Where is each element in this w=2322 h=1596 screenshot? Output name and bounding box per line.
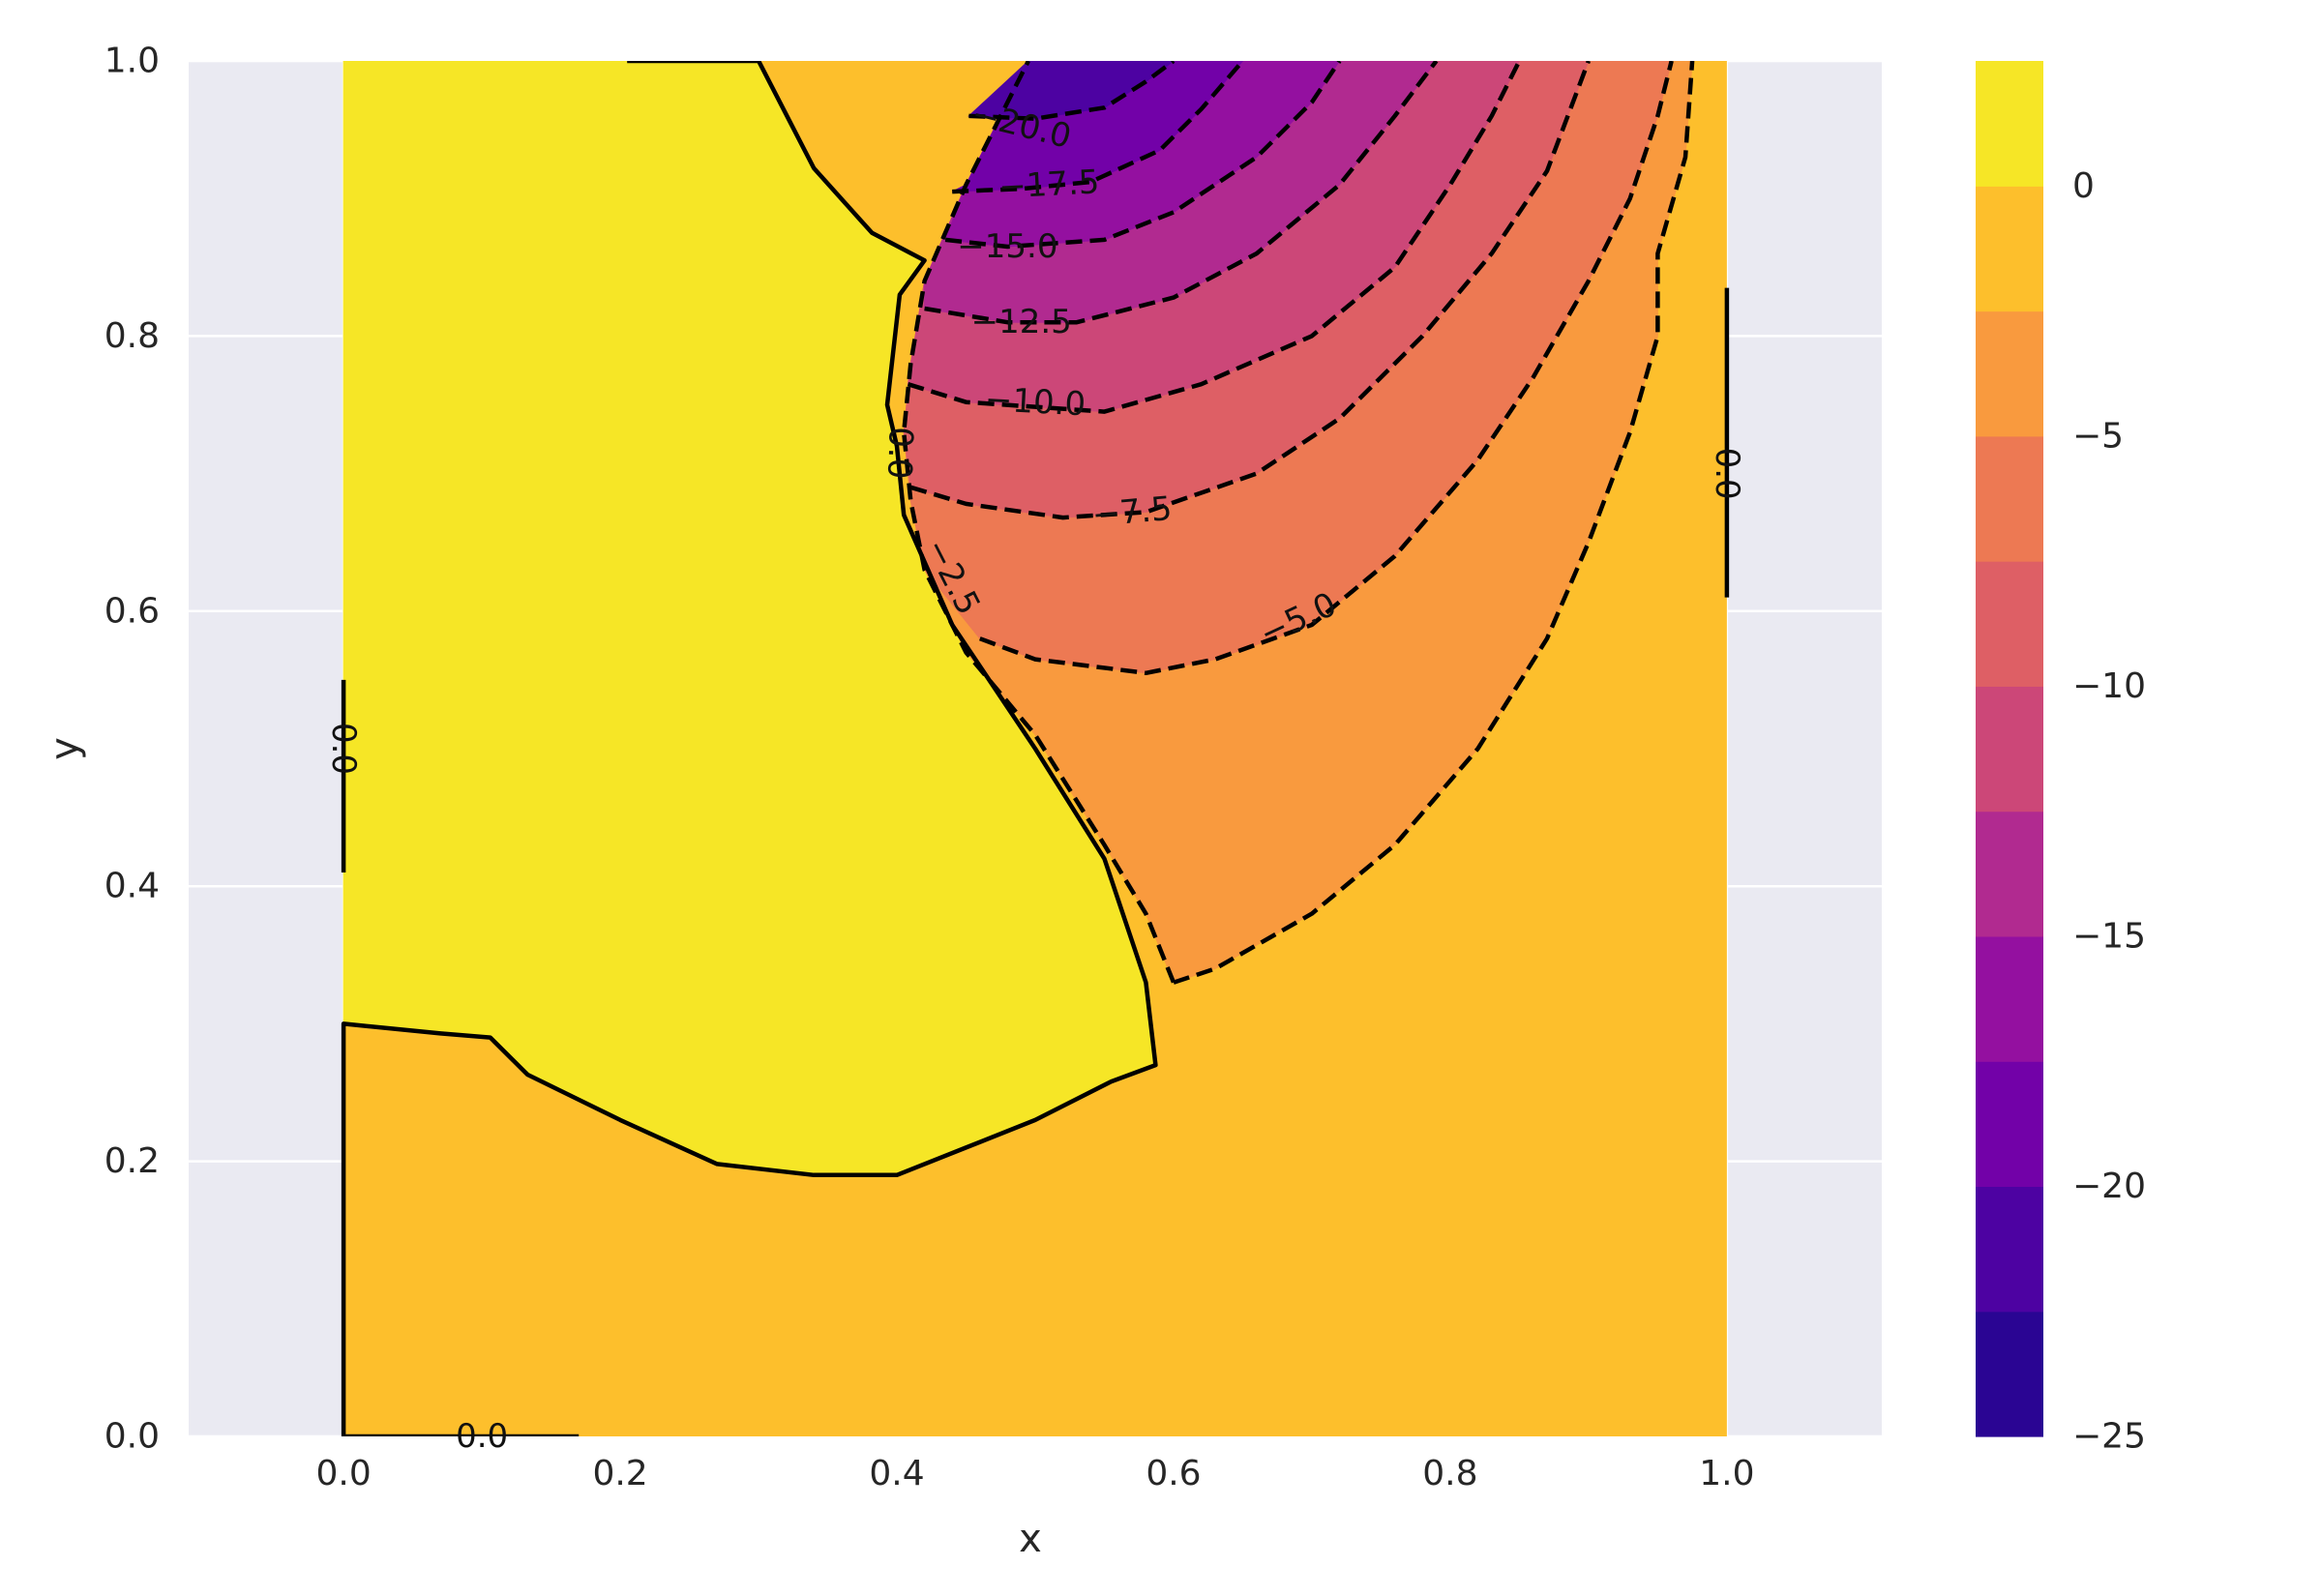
colorbar-segment-3 (1976, 935, 2043, 1062)
colorbar-tick-label-0: 0 (2072, 166, 2095, 206)
contour-line-5 (1173, 61, 1695, 985)
y-tick-label-5: 1.0 (104, 42, 160, 81)
contour-label-3: 0.0 (879, 427, 920, 480)
colorbar-segment-5 (1976, 686, 2043, 813)
contour-label-2: 0.0 (1708, 448, 1746, 500)
contour-line-12 (952, 61, 1245, 194)
colorbar-tick-label-3: −15 (2072, 916, 2146, 956)
contour-label-6: −7.5 (1090, 489, 1174, 535)
y-axis-label: y (43, 737, 87, 760)
y-tick-label-3: 0.6 (104, 591, 160, 631)
y-tick-label-1: 0.2 (104, 1141, 160, 1181)
colorbar-segment-8 (1976, 310, 2043, 437)
contour-label-9: −15.0 (957, 227, 1057, 266)
colorbar-segment-6 (1976, 561, 2043, 687)
colorbar-tick-label-2: −10 (2072, 666, 2146, 706)
colorbar-segment-4 (1976, 811, 2043, 937)
colorbar-segment-7 (1976, 435, 2043, 562)
colorbar-tick-label-1: −5 (2072, 416, 2124, 456)
filled-contours (342, 61, 1727, 1436)
colorbar-segment-10 (1976, 61, 2043, 187)
contour-label-1: 0.0 (324, 723, 363, 775)
colorbar-ticks: 0 −5 −10 −15 −20 −25 (2072, 166, 2146, 1457)
x-tick-label-4: 0.8 (1422, 1454, 1477, 1493)
contour-line-10 (924, 61, 1439, 325)
colorbar-segment-0 (1976, 1311, 2043, 1437)
contour-label-0: 0.0 (456, 1417, 508, 1456)
colorbar (1976, 61, 2043, 1437)
x-tick-label-5: 1.0 (1699, 1454, 1754, 1493)
contour-line-13 (968, 61, 1176, 121)
x-axis-ticks: 0.0 0.2 0.4 0.6 0.8 1.0 (315, 1454, 1754, 1493)
x-tick-label-2: 0.4 (869, 1454, 924, 1493)
contour-line-7 (979, 61, 1674, 676)
contour-label-7: −10.0 (984, 380, 1087, 424)
x-tick-label-0: 0.0 (315, 1454, 371, 1493)
contour-line-9 (907, 61, 1522, 414)
colorbar-tick-label-5: −25 (2072, 1417, 2146, 1457)
colorbar-segment-2 (1976, 1061, 2043, 1188)
colorbar-segment-1 (1976, 1186, 2043, 1313)
colorbar-segment-9 (1976, 186, 2043, 312)
x-tick-label-1: 0.2 (592, 1454, 647, 1493)
y-axis-ticks: 0.0 0.2 0.4 0.6 0.8 1.0 (104, 42, 160, 1457)
contour-line-0 (341, 61, 1158, 1436)
y-tick-label-4: 0.8 (104, 316, 160, 356)
contour-line-8 (909, 61, 1592, 520)
y-tick-label-2: 0.4 (104, 867, 160, 906)
x-tick-label-3: 0.6 (1146, 1454, 1201, 1493)
y-tick-label-0: 0.0 (104, 1417, 160, 1457)
contour-line-11 (944, 61, 1342, 250)
contour-line-6 (901, 61, 1176, 984)
contour-label-10: −17.5 (997, 163, 1100, 206)
colorbar-tick-label-4: −20 (2072, 1167, 2146, 1206)
contour-label-8: −12.5 (971, 303, 1072, 341)
x-axis-label: x (1019, 1517, 1042, 1561)
contour-lines (341, 61, 1730, 1436)
